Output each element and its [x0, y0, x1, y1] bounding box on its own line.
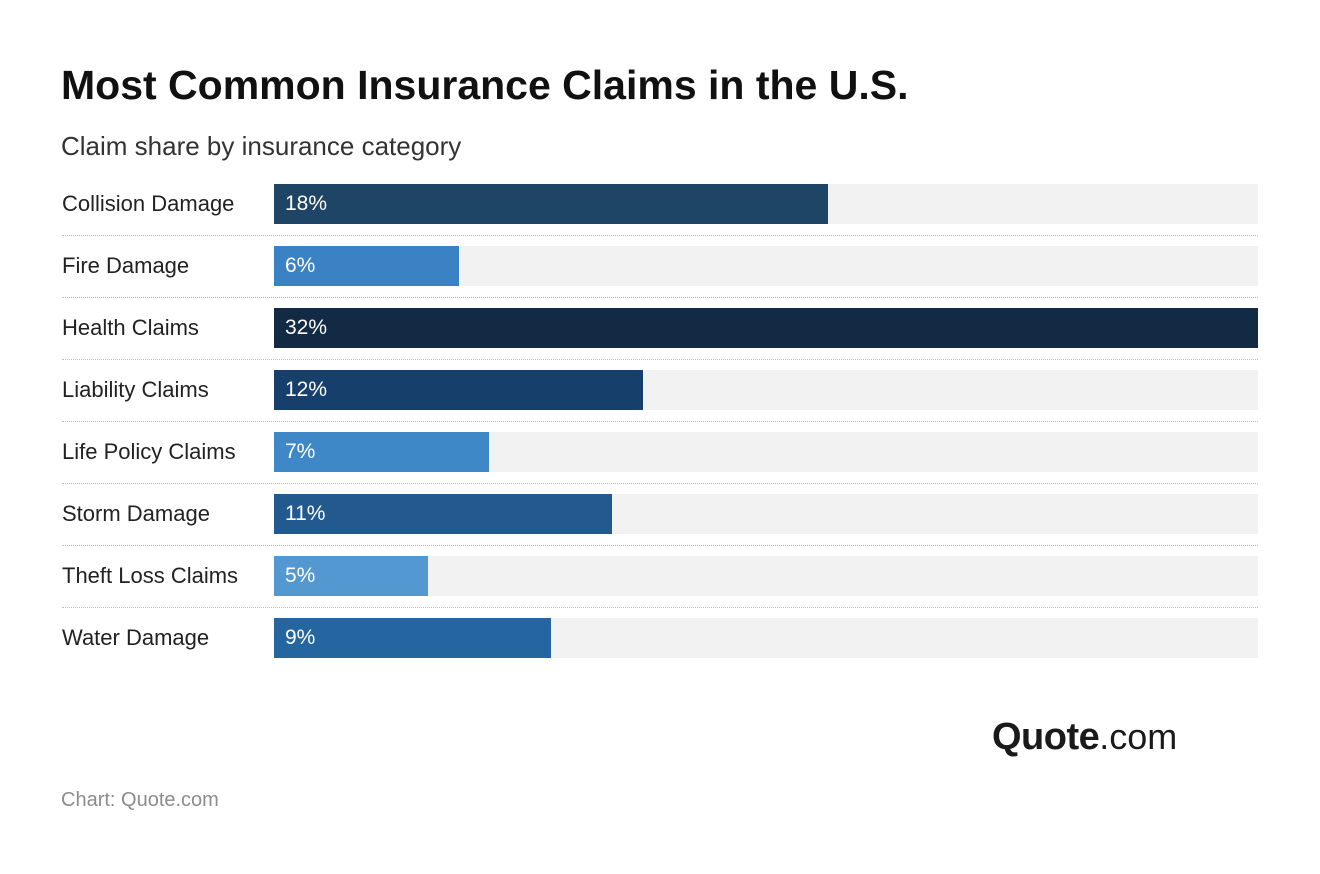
chart-row: Fire Damage 6%	[62, 246, 1258, 308]
bar: 7%	[274, 432, 489, 472]
chart-row: Theft Loss Claims 5%	[62, 556, 1258, 618]
bar-track: 32%	[274, 308, 1258, 348]
bar-value-label: 11%	[285, 502, 326, 525]
category-label: Collision Damage	[62, 191, 235, 216]
bar-value-label: 9%	[285, 626, 316, 649]
chart-subtitle: Claim share by insurance category	[61, 131, 462, 161]
bar-value-label: 6%	[285, 254, 316, 277]
category-label: Life Policy Claims	[62, 439, 236, 464]
bar: 18%	[274, 184, 828, 224]
bar: 32%	[274, 308, 1258, 348]
bar: 6%	[274, 246, 459, 286]
bar-track: 12%	[274, 370, 1258, 410]
chart-row: Collision Damage 18%	[62, 184, 1258, 246]
bar-track: 7%	[274, 432, 1258, 472]
row-divider	[62, 545, 1258, 546]
logo-wordmark-strong: Quote	[992, 716, 1100, 758]
quote-logo: Quote.com	[992, 714, 1177, 760]
chart-title: Most Common Insurance Claims in the U.S.	[61, 62, 909, 108]
bar-value-label: 5%	[285, 564, 316, 587]
row-divider	[62, 607, 1258, 608]
bar-track: 9%	[274, 618, 1258, 658]
bar-track: 6%	[274, 246, 1258, 286]
bar-value-label: 18%	[285, 192, 328, 215]
category-label: Fire Damage	[62, 253, 190, 278]
logo-wordmark-light: .com	[1099, 716, 1178, 757]
bar-value-label: 12%	[285, 378, 328, 401]
bar: 5%	[274, 556, 428, 596]
bar-track: 18%	[274, 184, 1258, 224]
chart-row: Health Claims 32%	[62, 308, 1258, 370]
category-label: Water Damage	[62, 625, 210, 650]
bar-chart: Collision Damage 18% Fire Damage 6% Health C…	[62, 184, 1258, 660]
chart-row: Liability Claims 12%	[62, 370, 1258, 432]
bar-track: 11%	[274, 494, 1258, 534]
category-label: Storm Damage	[62, 501, 210, 526]
category-label: Theft Loss Claims	[62, 563, 239, 588]
row-divider	[62, 235, 1258, 236]
row-divider	[62, 359, 1258, 360]
chart-row: Water Damage 9%	[62, 618, 1258, 680]
bar: 11%	[274, 494, 612, 534]
row-divider	[62, 297, 1258, 298]
category-label: Health Claims	[62, 315, 199, 340]
chart-source: Chart: Quote.com	[61, 789, 219, 811]
row-divider	[62, 483, 1258, 484]
chart-row: Life Policy Claims 7%	[62, 432, 1258, 494]
category-label: Liability Claims	[62, 377, 209, 402]
bar-track: 5%	[274, 556, 1258, 596]
bar: 9%	[274, 618, 551, 658]
row-divider	[62, 421, 1258, 422]
bar-value-label: 7%	[285, 440, 316, 463]
chart-row: Storm Damage 11%	[62, 494, 1258, 556]
bar-value-label: 32%	[285, 316, 328, 339]
bar: 12%	[274, 370, 643, 410]
